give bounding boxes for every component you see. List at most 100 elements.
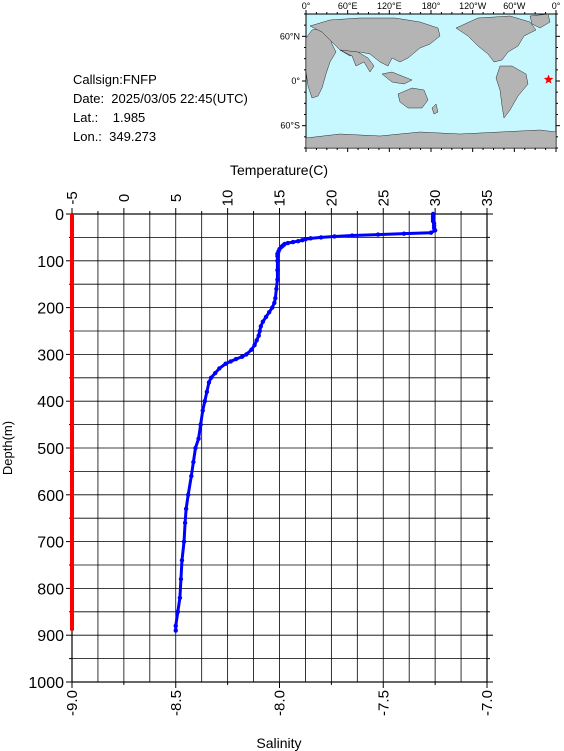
temperature-data-point	[260, 319, 266, 324]
map-lat-label: 60°S	[280, 121, 300, 131]
temperature-data-point	[212, 370, 218, 376]
temperature-data-point	[239, 354, 245, 359]
temperature-data-point	[258, 324, 264, 329]
latitude-label: Lat.: 1.985	[73, 110, 146, 125]
temperature-data-point	[181, 539, 187, 544]
temperature-data-point	[252, 342, 257, 348]
temperature-data-point	[223, 361, 228, 366]
temperature-data-point	[401, 231, 407, 236]
temperature-data-point	[332, 234, 337, 239]
temperature-data-point	[173, 628, 178, 633]
temperature-data-point	[191, 459, 196, 465]
temperature-data-point	[178, 576, 184, 582]
map-lat-label: 60°N	[280, 31, 300, 41]
temperature-data-point	[270, 305, 275, 310]
temperature-tick-label: 20	[323, 190, 340, 207]
station-marker	[543, 74, 554, 84]
temperature-data-point	[275, 277, 280, 282]
temperature-data-point	[206, 380, 212, 385]
temperature-data-point	[200, 408, 205, 413]
map-lon-label: 60°E	[338, 1, 358, 11]
depth-tick-label: 900	[37, 628, 64, 645]
salinity-tick-labels: -9.0 -8.5 -8.0 -7.5 -7.0	[64, 690, 496, 716]
map-lon-label: 0°	[552, 1, 561, 11]
map-lon-label: 180°	[422, 1, 441, 11]
temperature-data-point	[217, 366, 222, 371]
map-lon-label: 120°E	[377, 1, 402, 11]
temperature-data-point	[204, 389, 210, 395]
map-lat-label: 0°	[291, 76, 300, 86]
temperature-data-point	[308, 236, 313, 241]
callsign-label: Callsign:FNFP	[73, 72, 157, 87]
depth-tick-labels: 0 100 200 300 400 500 600 700 800 900 1000	[28, 207, 64, 692]
temperature-data-point	[428, 230, 434, 235]
temperature-tick-label: 25	[375, 190, 392, 207]
temperature-data-point	[196, 436, 201, 441]
data-series	[70, 211, 438, 633]
temperature-data-point	[173, 623, 178, 629]
longitude-label: Lon.: 349.273	[73, 129, 157, 144]
chart-grid	[71, 213, 488, 683]
salinity-tick-label: -8.5	[168, 690, 185, 716]
salinity-tick-label: -7.0	[479, 690, 496, 716]
temperature-data-point	[432, 228, 438, 233]
temperature-tick-labels: -5 0 5 10 15 20 25 30 35	[64, 190, 496, 207]
depth-tick-label: 800	[37, 581, 64, 598]
temperature-data-point	[183, 506, 189, 512]
temperature-tick-label: -5	[64, 191, 81, 204]
temperature-data-point	[202, 399, 207, 404]
map-landmasses	[305, 13, 557, 149]
land-south-america	[495, 65, 529, 119]
temperature-data-point	[175, 609, 181, 614]
depth-tick-label: 600	[37, 488, 64, 505]
land-greenland	[529, 13, 551, 29]
land-new-zealand	[431, 103, 439, 115]
temperature-data-point	[249, 347, 254, 352]
salinity-axis-label: Salinity	[256, 735, 301, 751]
temperature-axis-label: Temperature(C)	[230, 162, 328, 178]
temperature-data-point	[208, 375, 214, 380]
map-frame-ticks	[302, 10, 560, 152]
land-north-america	[455, 15, 537, 63]
temperature-data-point	[257, 328, 262, 334]
date-label: Date: 2025/03/05 22:45(UTC)	[73, 91, 248, 106]
temperature-tick-label: 10	[220, 190, 237, 207]
depth-tick-label: 200	[37, 301, 64, 318]
temperature-data-point	[177, 595, 183, 600]
temperature-data-point	[375, 232, 381, 237]
temperature-data-point	[254, 338, 259, 343]
location-map: 0° 60°E 120°E 180° 120°W 60°W 0° 60°N 0° 60°S	[280, 1, 561, 152]
temperature-data-point	[275, 253, 280, 259]
map-lon-label: 60°W	[503, 1, 526, 11]
temperature-data-point	[275, 258, 280, 263]
temperature-data-point	[263, 314, 269, 320]
land-maritime-asia	[381, 71, 413, 85]
depth-tick-label: 0	[55, 207, 64, 224]
temperature-data-point	[198, 422, 203, 427]
temperature-tick-label: 0	[116, 194, 133, 202]
map-lon-label: 0°	[302, 1, 311, 11]
temperature-data-point	[182, 520, 188, 526]
depth-axis-label: Depth(m)	[0, 421, 15, 475]
land-australia	[397, 87, 429, 109]
temperature-tick-label: 30	[427, 190, 444, 207]
temperature-tick-label: 5	[168, 194, 185, 202]
temperature-data-point	[318, 235, 324, 240]
depth-tick-label: 300	[37, 347, 64, 364]
depth-tick-label: 100	[37, 254, 64, 271]
salinity-tick-label: -7.5	[375, 690, 392, 716]
salinity-tick-label: -8.0	[272, 690, 289, 716]
temperature-data-point	[349, 233, 355, 238]
map-lon-label: 120°W	[459, 1, 487, 11]
land-south-asia	[339, 49, 375, 73]
temperature-data-point	[193, 445, 198, 451]
temperature-tick-label: 35	[479, 190, 496, 207]
depth-tick-label: 700	[37, 535, 64, 552]
temperature-data-point	[244, 352, 249, 357]
temperature-data-point	[256, 333, 261, 338]
temperature-data-point	[189, 473, 194, 479]
depth-tick-label: 500	[37, 441, 64, 458]
temperature-data-point	[272, 300, 277, 306]
